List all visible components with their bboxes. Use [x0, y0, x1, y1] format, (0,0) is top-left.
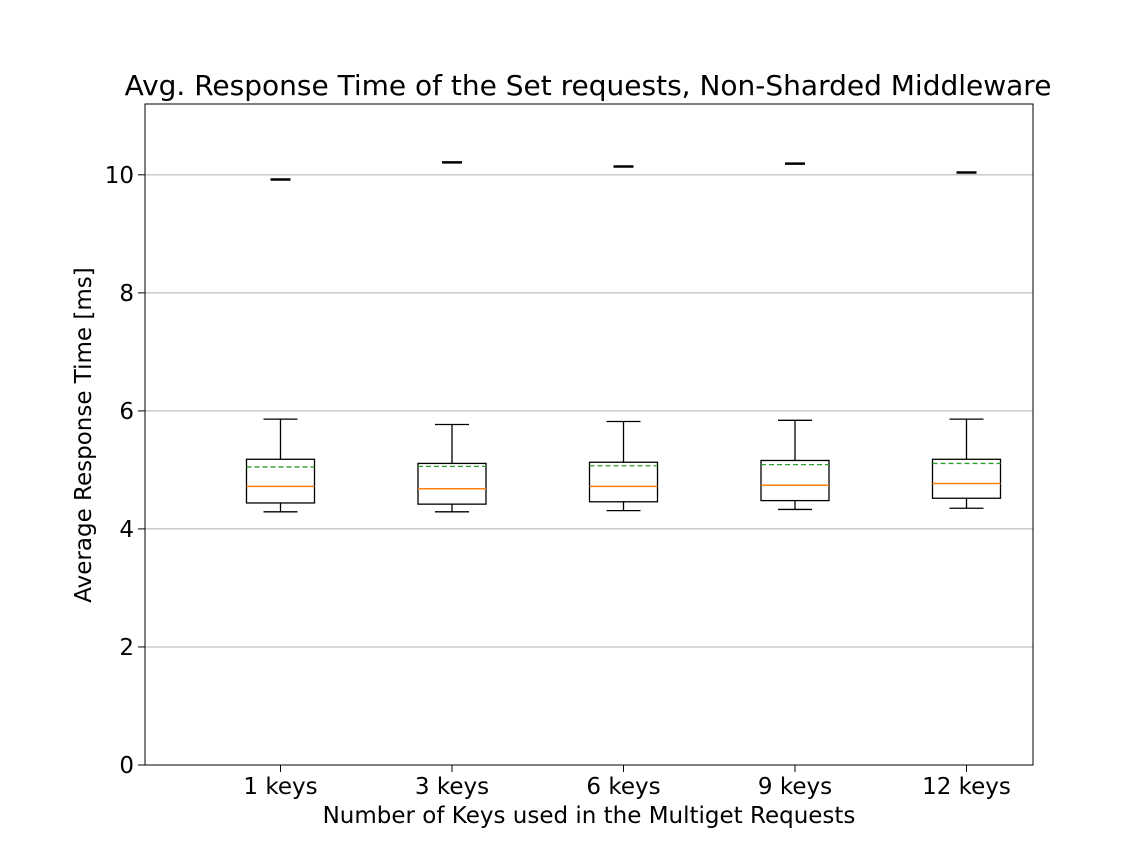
y-tick-label: 2 — [119, 635, 134, 661]
x-tick-label: 6 keys — [586, 774, 660, 800]
y-axis-ticks: 0 2 4 6 8 10 — [105, 163, 145, 779]
box-group — [588, 165, 659, 512]
y-tick-label: 4 — [119, 517, 134, 543]
chart-title: Avg. Response Time of the Set requests, … — [125, 69, 1052, 102]
box — [588, 461, 659, 503]
x-tick-label: 1 keys — [243, 774, 317, 800]
grid-lines — [145, 174, 1033, 648]
y-tick-label: 0 — [119, 753, 134, 779]
box — [931, 458, 1002, 499]
box — [245, 458, 316, 504]
x-axis-label: Number of Keys used in the Multiget Requ… — [323, 803, 856, 829]
box-group — [931, 171, 1002, 509]
x-tick-label: 9 keys — [758, 774, 832, 800]
boxes — [245, 161, 1002, 513]
box-group — [245, 178, 316, 513]
y-axis-label: Average Response Time [ms] — [71, 267, 97, 602]
y-tick-label: 8 — [119, 281, 134, 307]
box — [760, 459, 830, 502]
x-tick-label: 3 keys — [415, 774, 489, 800]
box-group — [417, 161, 487, 513]
y-tick-label: 10 — [105, 163, 134, 189]
x-tick-label: 12 keys — [922, 774, 1011, 800]
box — [417, 462, 487, 505]
x-axis-ticks: 1 keys 3 keys 6 keys 9 keys 12 keys — [243, 765, 1011, 800]
box-group — [760, 162, 830, 511]
y-tick-label: 6 — [119, 399, 134, 425]
plot-area-frame — [144, 103, 1034, 766]
